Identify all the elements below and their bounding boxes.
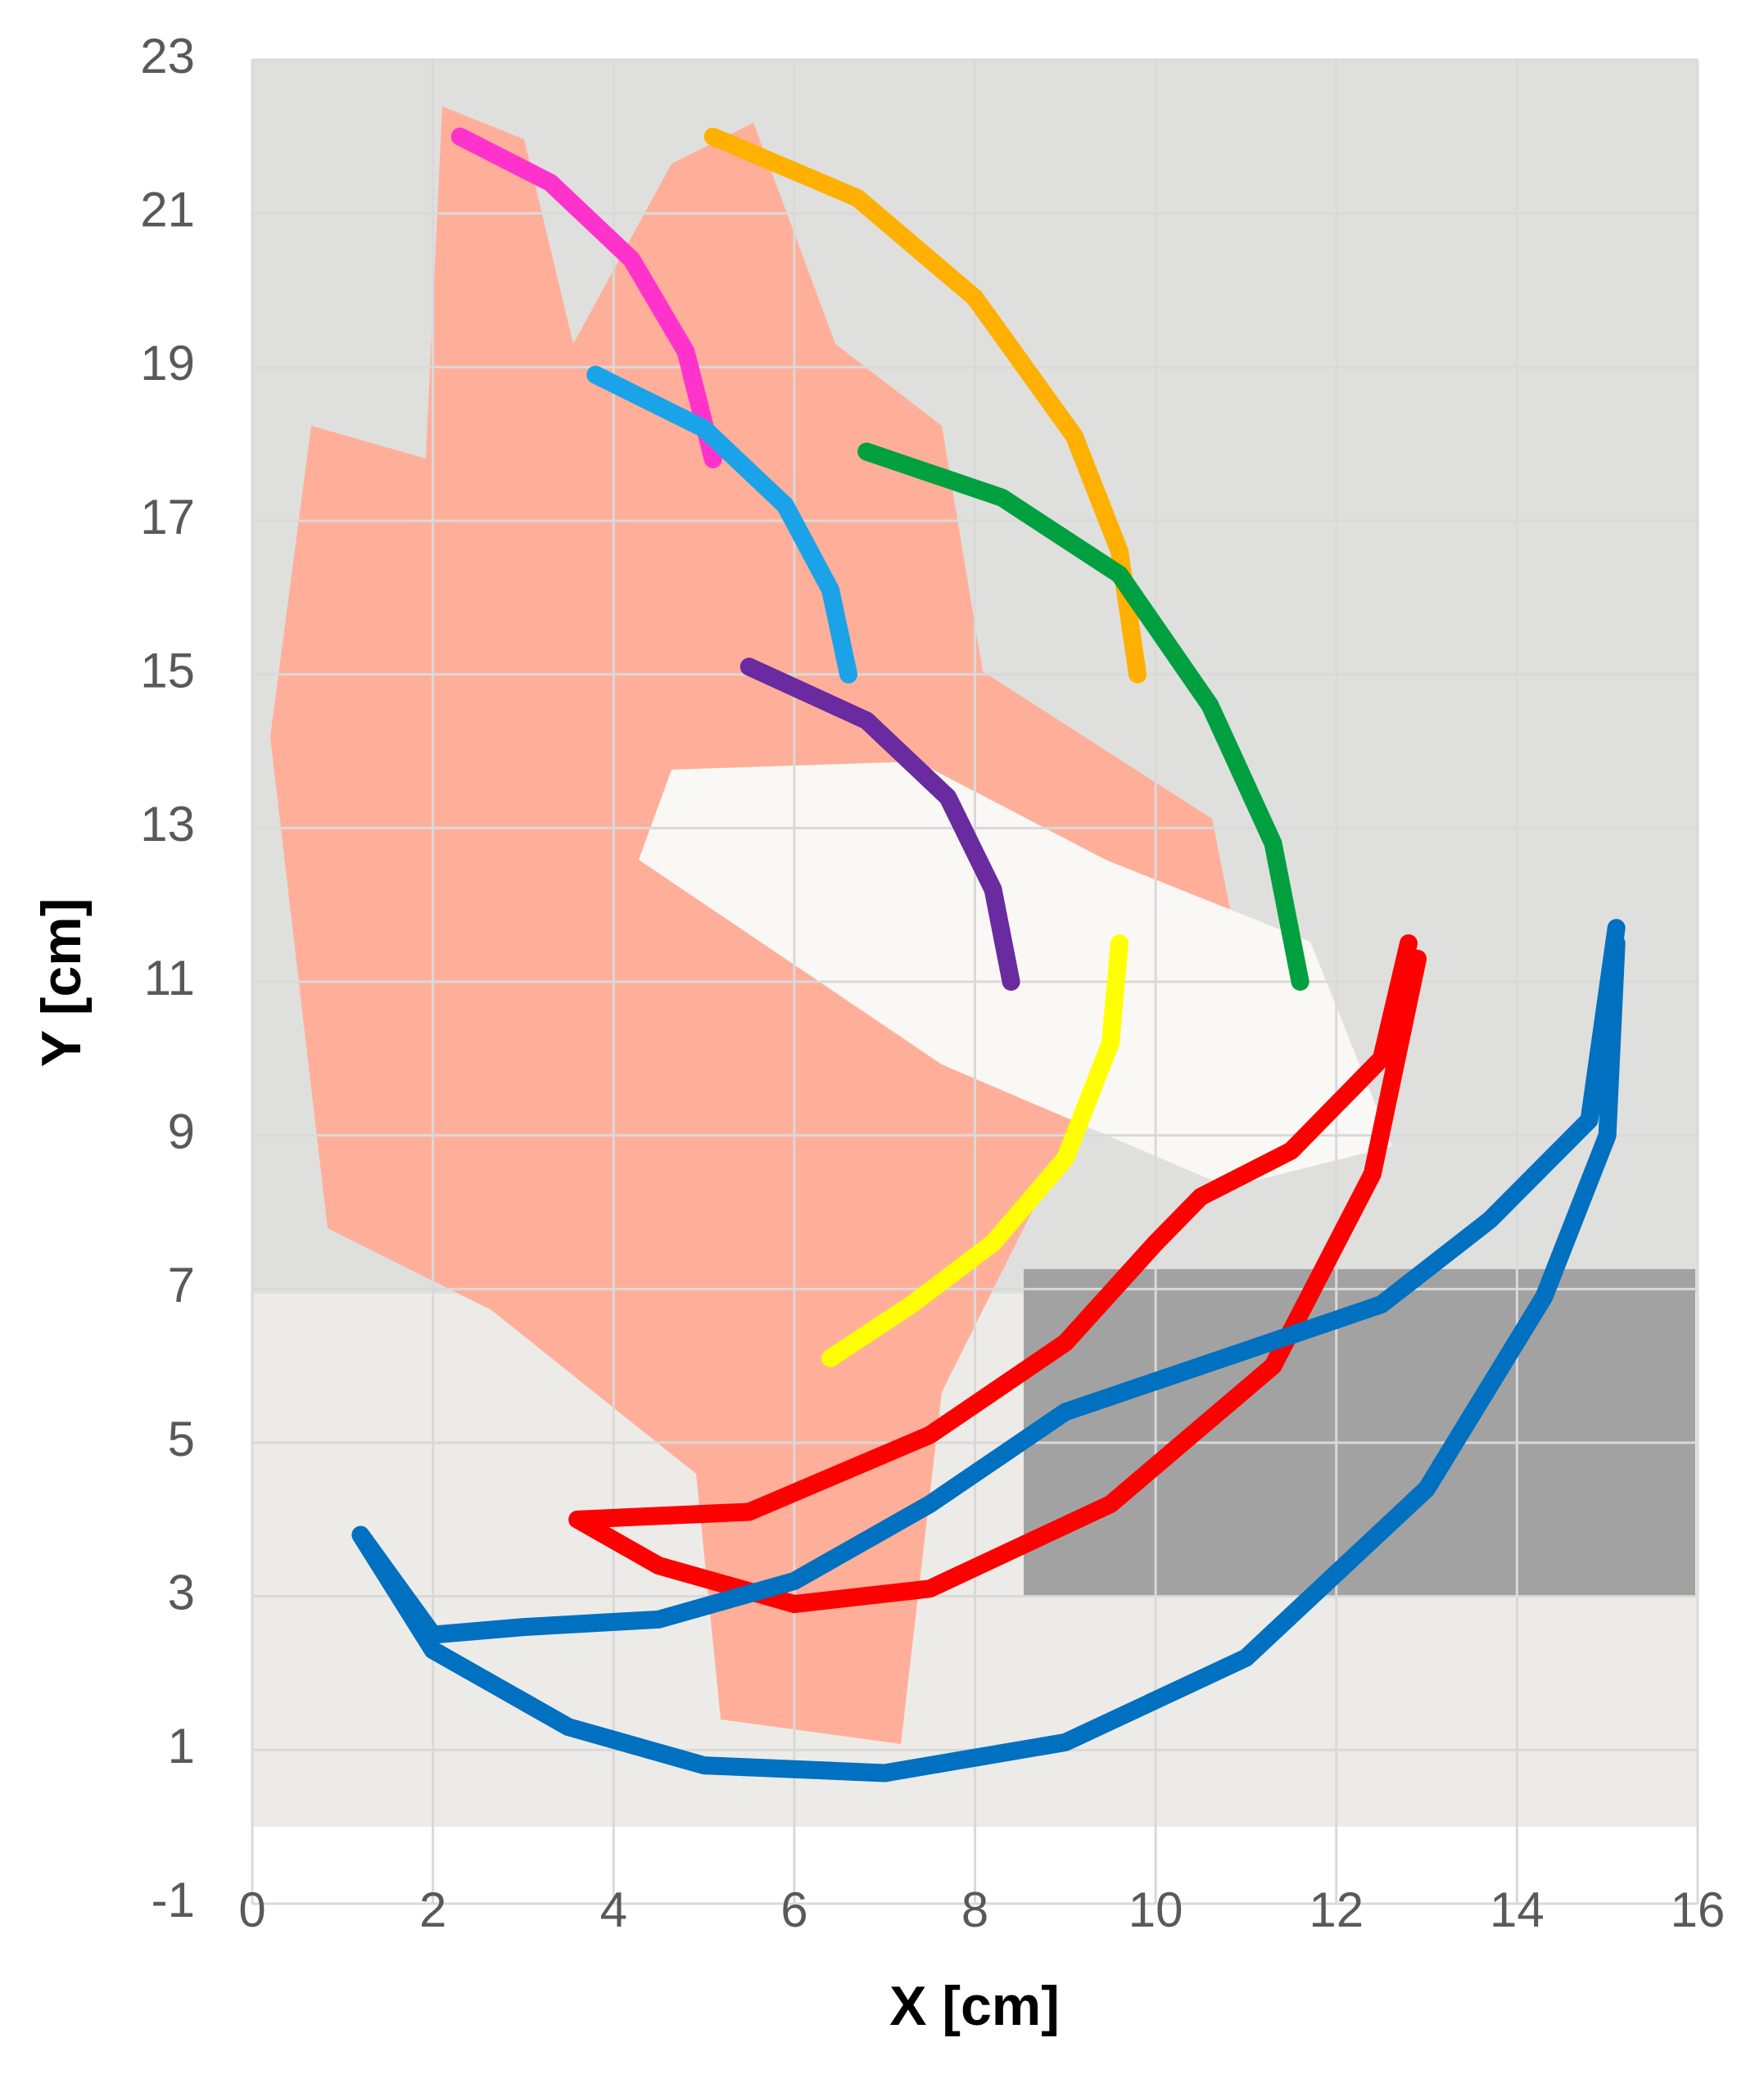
x-tick-label: 6: [780, 1882, 807, 1937]
y-tick-label: 19: [140, 336, 195, 391]
y-tick-label: 13: [140, 797, 195, 852]
x-axis-title: X [cm]: [889, 1975, 1060, 2037]
y-tick-label: -1: [152, 1873, 195, 1927]
x-tick-label: 12: [1309, 1882, 1364, 1937]
y-tick-label: 15: [140, 644, 195, 698]
x-tick-label: 0: [238, 1882, 265, 1937]
x-tick-label: 8: [961, 1882, 988, 1937]
y-tick-label: 1: [168, 1719, 195, 1773]
y-tick-label: 23: [140, 29, 195, 84]
x-tick-label: 14: [1490, 1882, 1545, 1937]
x-tick-label: 16: [1671, 1882, 1726, 1937]
y-tick-label: 11: [144, 951, 195, 1005]
y-tick-label: 21: [140, 183, 195, 237]
x-tick-label: 4: [600, 1882, 627, 1937]
trajectory: [740, 657, 1020, 991]
y-tick-label: 3: [168, 1566, 195, 1620]
trajectory: [568, 934, 1427, 1614]
y-tick-label: 17: [140, 490, 195, 544]
y-axis-title: Y [cm]: [30, 898, 93, 1068]
trajectory: [586, 365, 858, 684]
trajectory: [821, 934, 1129, 1367]
y-tick-label: 9: [168, 1105, 195, 1159]
x-tick-label: 10: [1129, 1882, 1183, 1937]
y-tick-label: 7: [168, 1258, 195, 1313]
y-tick-label: 5: [168, 1412, 195, 1466]
trajectory: [351, 919, 1626, 1783]
trajectory: [857, 442, 1309, 991]
trajectory: [450, 127, 722, 468]
x-tick-label: 2: [419, 1882, 446, 1937]
